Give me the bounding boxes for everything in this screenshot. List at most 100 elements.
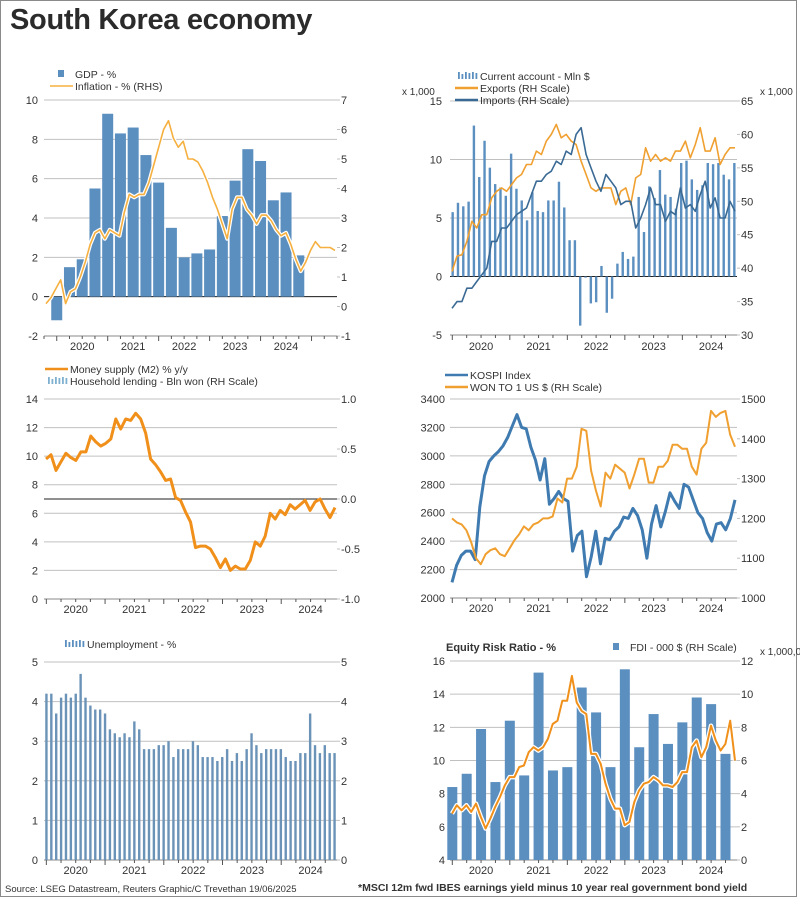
y-right-tick-label: 35 (741, 297, 753, 309)
bar (225, 749, 229, 860)
bar (118, 737, 121, 860)
y-right-tick-label: 0.5 (341, 444, 356, 456)
y-right-tick-label: 8 (741, 722, 747, 734)
x-tick-label: 2024 (699, 341, 723, 353)
legend-swatch-bar (458, 72, 460, 79)
bar (476, 728, 487, 860)
legend-label: Inflation - % (RHS) (75, 81, 163, 93)
legend-label: Current account - Mln $ (480, 71, 590, 83)
legend-swatch-bar (72, 640, 74, 647)
bar (695, 189, 699, 277)
bar (177, 749, 180, 860)
legend-label: Unemployment - % (87, 639, 176, 651)
y-right-tick-label: 1300 (741, 474, 765, 486)
legend-item: Household lending - Bln won (RH Scale) (48, 376, 258, 388)
bar (621, 251, 624, 277)
y-right-tick-label: 2 (341, 776, 347, 788)
legend-item: WON TO 1 US $ (RH Scale) (445, 382, 602, 394)
bar (626, 258, 630, 277)
legend-label: Household lending - Bln won (RH Scale) (70, 376, 258, 388)
y-left-tick-label: 2 (32, 776, 38, 788)
series-line (451, 123, 735, 272)
x-tick-label: 2022 (584, 865, 608, 877)
legend-swatch-bar (75, 641, 78, 647)
bar (69, 697, 73, 860)
bar (55, 713, 58, 860)
bar (304, 753, 307, 860)
bar (472, 125, 476, 277)
x-tick-label: 2024 (274, 341, 298, 353)
bar (467, 201, 470, 277)
bar (669, 196, 672, 277)
legend-label: GDP - % (75, 69, 116, 81)
bar (245, 749, 248, 860)
y-right-tick-label: 60 (741, 129, 753, 141)
x-tick-label: 2022 (584, 341, 608, 353)
x-tick-label: 2021 (121, 341, 145, 353)
chart-kospi-won: 2000 2200 2400 2600 2800 3000 3200 3400 1000 1100… (421, 370, 766, 615)
y-right-tick-label: 5 (341, 154, 347, 166)
bar (133, 721, 136, 860)
legend-label: Exports (RH Scale) (480, 83, 570, 95)
y-right-tick-label: 30 (741, 330, 753, 342)
bar (98, 709, 102, 860)
bar (76, 259, 88, 297)
chart-unemployment: 0 1 2 3 4 5 0 1 2 3 4 5 2020 2021 2022 2023 2024 Unemploy… (32, 639, 347, 877)
y-left-tick-label: 6 (439, 822, 445, 834)
legend-item: Inflation - % (RHS) (50, 81, 163, 93)
bar (235, 753, 239, 860)
x-tick-label: 2021 (526, 341, 550, 353)
bar (102, 113, 114, 297)
y-right-tick-label: 3 (341, 213, 347, 225)
bar (289, 761, 292, 860)
x-tick-label: 2020 (70, 341, 94, 353)
bar (568, 240, 571, 277)
y-right-tick-label: 1 (341, 272, 347, 284)
bar (178, 257, 190, 297)
legend-swatch-bar (82, 641, 85, 647)
bar (584, 276, 587, 278)
y-right-tick-label: 1.0 (341, 394, 356, 406)
bar (211, 757, 214, 860)
y-left-tick-label: -5 (432, 330, 442, 342)
bar (451, 212, 454, 277)
bar (299, 753, 302, 860)
bar (142, 749, 146, 860)
series-line (451, 674, 736, 830)
legend-swatch-bar (468, 73, 471, 79)
bar (191, 741, 195, 860)
y-right-tick-label: 1500 (741, 394, 765, 406)
x-tick-label: 2023 (223, 341, 247, 353)
bar (691, 697, 702, 860)
chart-equity-risk-fdi: 4 6 8 10 12 14 16 0 2 4 6 8 10 12 x 1,000,000 2020 2021 2… (433, 642, 800, 877)
y-right-tick-label: 2 (741, 822, 747, 834)
x-tick-label: 2020 (469, 865, 493, 877)
y-right-unit: x 1,000,000 (760, 647, 800, 658)
legend-item: Unemployment - % (65, 639, 176, 651)
y-right-tick-label: 5 (341, 657, 347, 669)
bar (653, 198, 656, 277)
bar (490, 782, 501, 860)
bar (462, 206, 465, 277)
bar (642, 232, 646, 277)
bar (664, 194, 667, 277)
bar (525, 220, 529, 277)
bar (461, 773, 472, 860)
bar (493, 184, 497, 277)
bar (63, 267, 75, 297)
bar (94, 709, 97, 860)
series-line (45, 411, 337, 572)
y-right-tick-label: 7 (341, 95, 347, 107)
bar (519, 775, 530, 860)
bar (267, 200, 279, 297)
y-right-tick-label: 0.0 (341, 494, 356, 506)
x-tick-label: 2024 (699, 603, 723, 615)
bar (594, 276, 598, 303)
bar (280, 192, 292, 297)
y-right-tick-label: 6 (741, 756, 747, 768)
page-title: South Korea economy (10, 4, 313, 36)
y-left-tick-label: 10 (26, 451, 38, 463)
bar (733, 163, 736, 277)
bar (103, 713, 107, 860)
bar (634, 747, 645, 860)
